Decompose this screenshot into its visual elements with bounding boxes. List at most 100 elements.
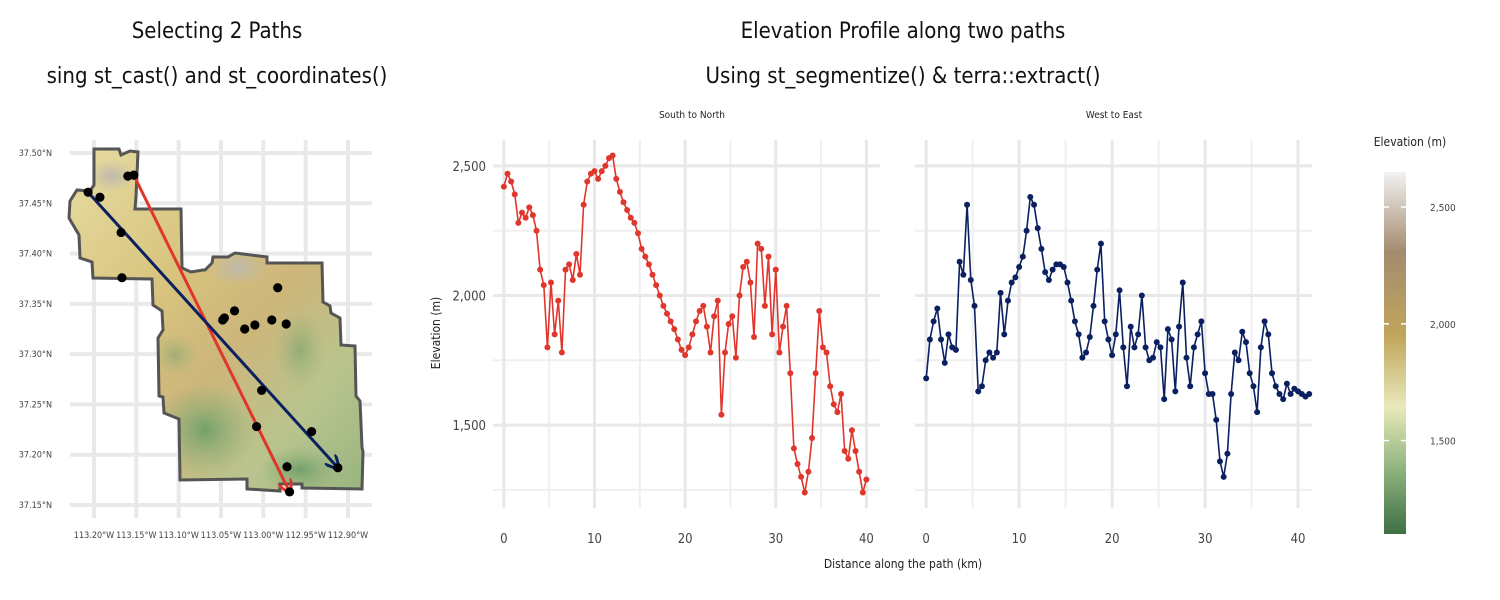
profile-panels: 0 10 20 30 40 0 10 20 30 40 1,500 2,000 2,500 xyxy=(453,140,1313,547)
series-point xyxy=(1213,416,1220,423)
series-point xyxy=(613,175,620,182)
series-point xyxy=(1045,276,1052,283)
series-point xyxy=(577,271,584,278)
x-tick-label: 0 xyxy=(500,532,507,547)
series-point xyxy=(584,178,591,185)
series-point xyxy=(751,333,758,340)
series-point xyxy=(642,253,649,260)
series-point xyxy=(978,383,985,390)
series-point xyxy=(1131,344,1138,351)
x-tick-label: 40 xyxy=(859,532,874,547)
series-point xyxy=(787,370,794,377)
series-point xyxy=(1031,201,1038,208)
map-point xyxy=(250,320,260,330)
series-point xyxy=(511,191,518,198)
series-point xyxy=(794,460,801,467)
series-point xyxy=(627,214,634,221)
series-point xyxy=(653,282,660,289)
series-point xyxy=(533,227,540,234)
series-point xyxy=(569,276,576,283)
series-point xyxy=(1105,336,1112,343)
series-point xyxy=(1250,383,1257,390)
series-point xyxy=(941,359,948,366)
series-point xyxy=(809,435,816,442)
map-lon-tick-label: 112.90°W xyxy=(328,531,368,541)
legend-title: Elevation (m) xyxy=(1374,135,1447,149)
map-lat-tick-label: 37.35°N xyxy=(19,300,52,310)
map-title: Selecting 2 Paths xyxy=(132,19,303,44)
series-point xyxy=(522,214,529,221)
map-lat-tick-label: 37.50°N xyxy=(19,149,52,159)
series-point xyxy=(544,344,551,351)
series-point xyxy=(1075,331,1082,338)
series-point xyxy=(1116,287,1123,294)
x-tick-label: 0 xyxy=(922,532,929,547)
map-point xyxy=(267,315,277,325)
series-point xyxy=(1306,390,1313,397)
map-point xyxy=(251,421,262,432)
series-point xyxy=(1120,344,1127,351)
series-point xyxy=(537,266,544,273)
series-point xyxy=(1220,473,1227,480)
series-point xyxy=(671,326,678,333)
legend-tick-label: 2,500 xyxy=(1430,203,1456,214)
series-point xyxy=(827,383,834,390)
series-point xyxy=(1280,396,1287,403)
map-lat-tick-label: 37.30°N xyxy=(19,350,52,360)
elevation-legend: Elevation (m) 1,500 2,000 2,500 xyxy=(1374,135,1456,534)
series-point xyxy=(1049,266,1056,273)
series-point xyxy=(801,489,808,496)
path-arrow-south-to-north xyxy=(132,174,290,492)
series-point xyxy=(1179,279,1186,286)
series-point xyxy=(573,251,580,258)
map-point xyxy=(306,426,317,437)
series-point xyxy=(595,175,602,182)
series-point xyxy=(1060,263,1067,270)
series-point xyxy=(696,308,703,315)
series-point xyxy=(845,455,852,462)
series-point xyxy=(747,279,754,286)
series-point xyxy=(997,289,1004,296)
series-point xyxy=(1157,344,1164,351)
series-point xyxy=(754,240,761,247)
x-tick-label: 30 xyxy=(768,532,783,547)
series-point xyxy=(1071,318,1078,325)
x-tick-label: 10 xyxy=(1012,532,1027,547)
series-point xyxy=(1209,390,1216,397)
raster-low-area xyxy=(274,310,326,390)
map-subtitle: sing st_cast() and st_coordinates() xyxy=(47,64,388,89)
series-point xyxy=(758,245,765,252)
map-point xyxy=(219,313,229,323)
series-point xyxy=(1016,263,1023,270)
series-point xyxy=(736,292,743,299)
series-point xyxy=(1123,383,1130,390)
series-point xyxy=(945,331,952,338)
series-point xyxy=(500,183,507,190)
series-point xyxy=(664,310,671,317)
series-point xyxy=(1168,336,1175,343)
series-point xyxy=(1228,390,1235,397)
series-point xyxy=(1142,344,1149,351)
series-point xyxy=(725,321,732,327)
series-point xyxy=(1216,458,1223,465)
series-point xyxy=(682,352,689,359)
series-point xyxy=(732,354,739,361)
series-point xyxy=(1261,318,1268,325)
series-point xyxy=(1135,331,1142,338)
map-lon-tick-label: 113.15°W xyxy=(116,531,156,541)
series-point xyxy=(645,261,652,268)
series-point xyxy=(729,313,736,320)
park-boundary xyxy=(67,147,365,493)
map-point xyxy=(116,227,126,238)
series-point xyxy=(689,331,696,338)
series-point xyxy=(783,302,790,309)
series-point xyxy=(1097,240,1104,247)
series-point xyxy=(1150,354,1157,361)
map-point xyxy=(240,324,250,334)
series-point xyxy=(863,476,870,483)
series-point xyxy=(631,219,638,226)
series-point xyxy=(967,276,974,283)
series-point xyxy=(993,349,1000,356)
series-point xyxy=(1187,383,1194,390)
